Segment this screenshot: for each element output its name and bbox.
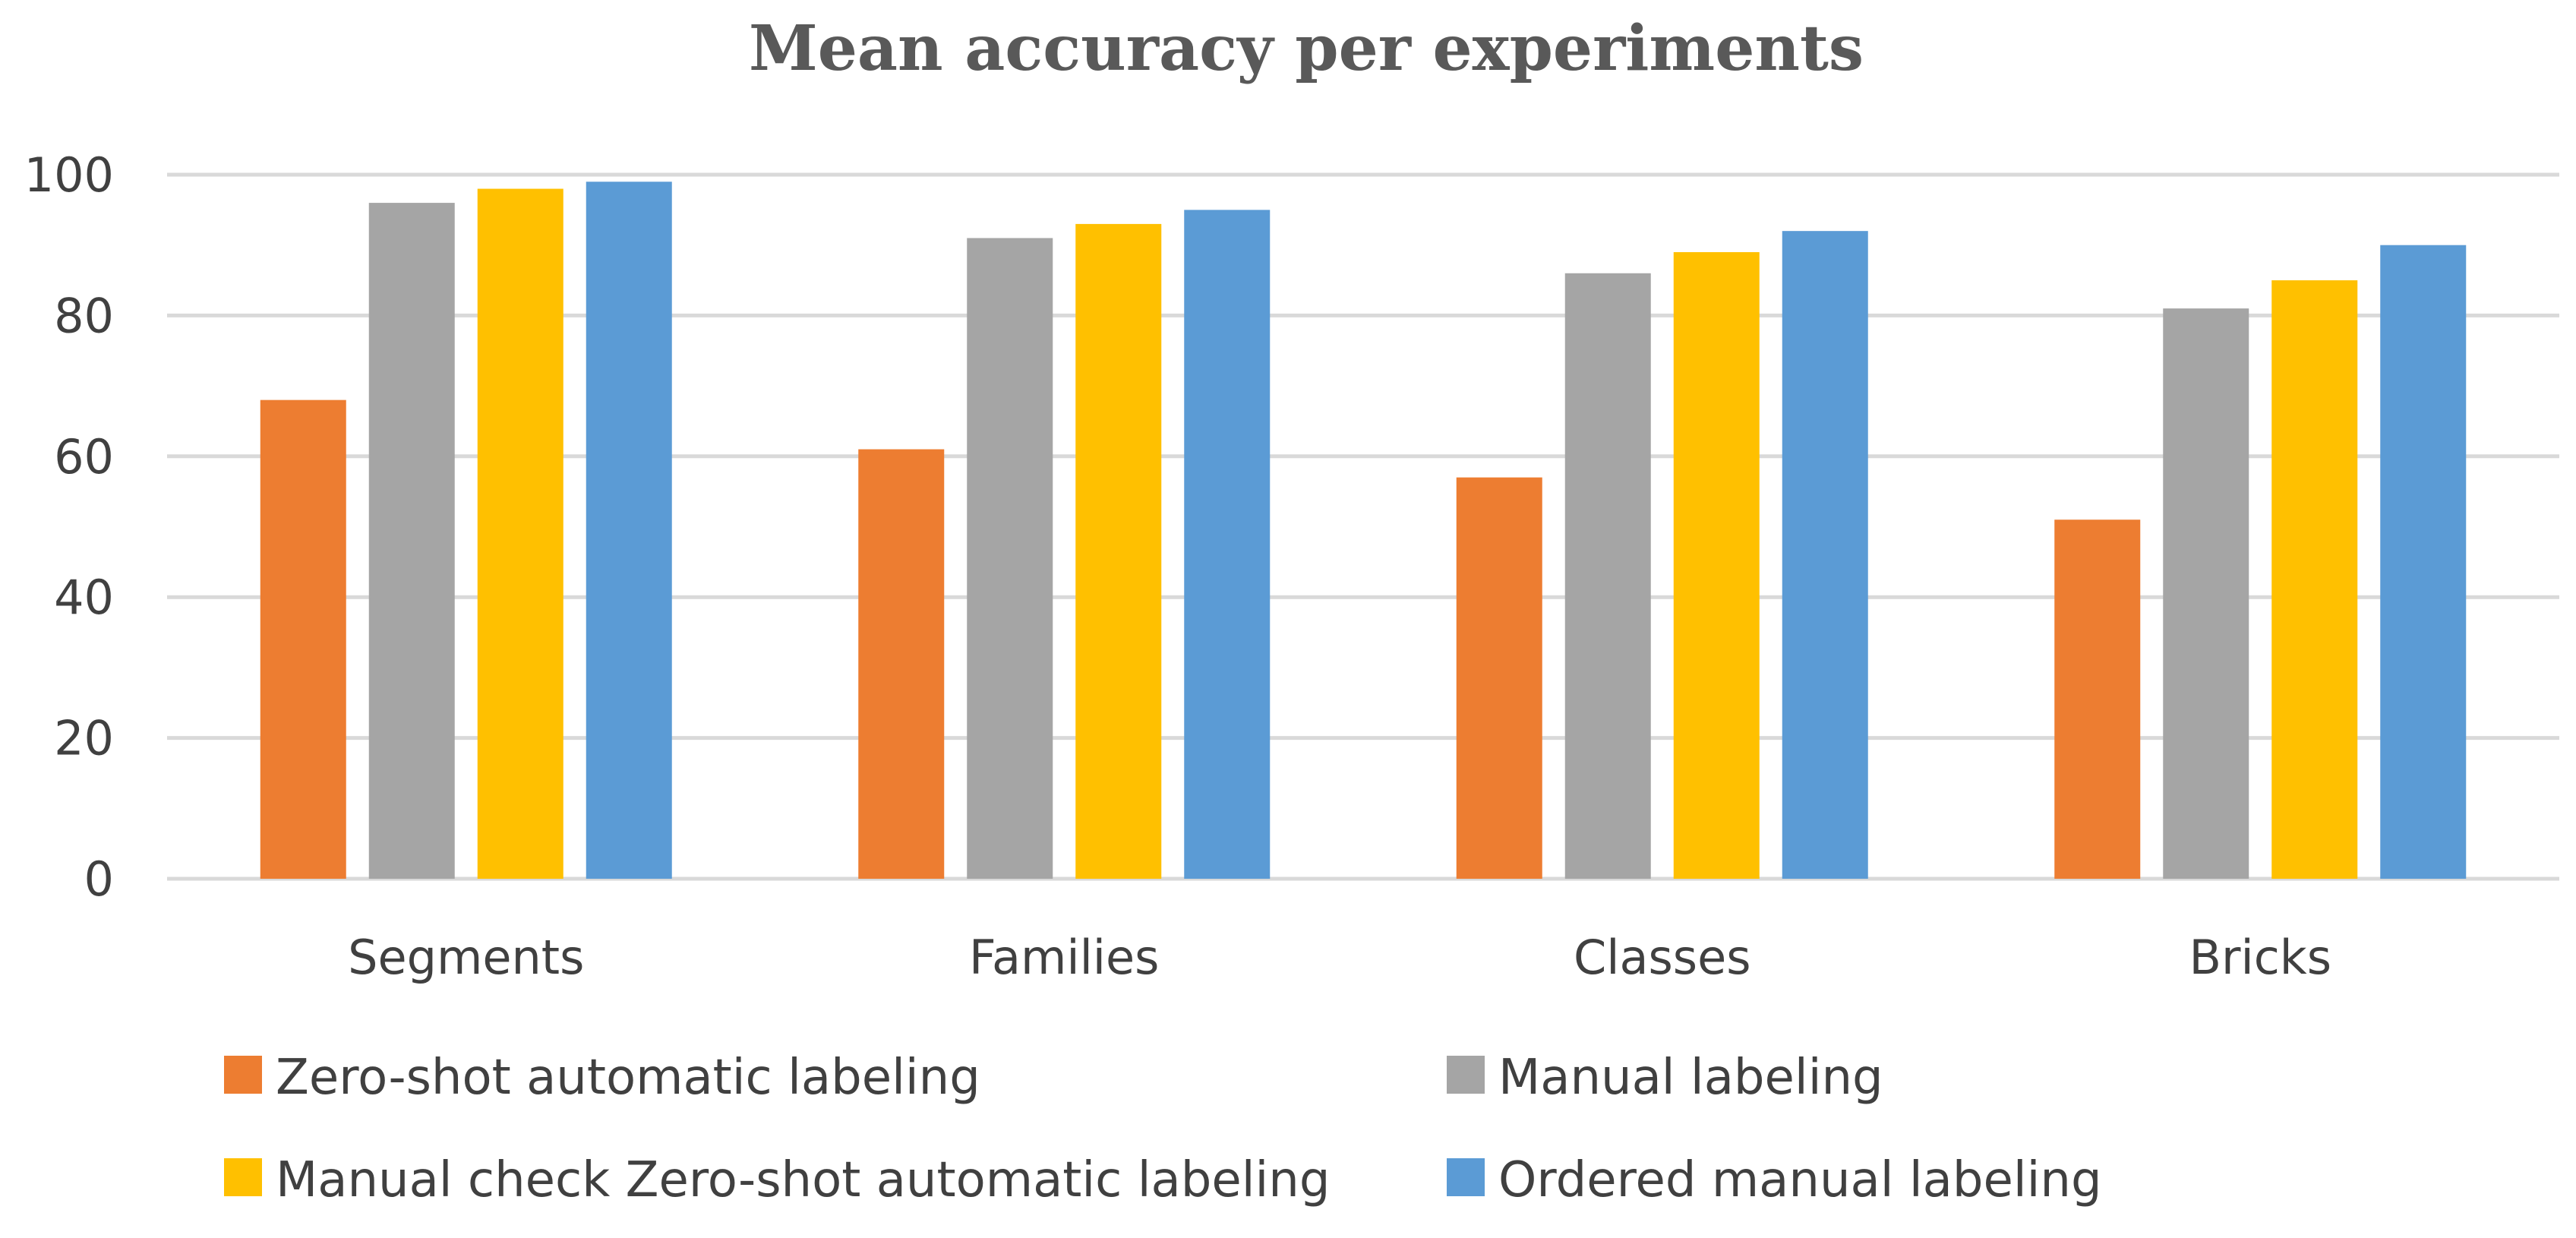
bar-bricks-series-4 [2380,245,2467,879]
bar-segments-series-3 [477,188,564,880]
y-tick-label: 20 [54,711,114,766]
legend-label: Ordered manual labeling [1498,1152,2102,1208]
legend: Zero-shot automatic labeling Manual label… [224,1050,2102,1208]
legend-swatch [224,1158,262,1196]
legend-swatch [224,1056,262,1094]
y-axis-ticks: 0 20 40 60 80 100 [24,147,114,907]
legend-label: Zero-shot automatic labeling [276,1050,980,1106]
bar-segments-series-4 [586,182,672,879]
legend-label: Manual labeling [1498,1050,1883,1106]
bar-segments-series-1 [260,400,346,879]
bar-families-series-1 [858,449,945,879]
bar-families-series-4 [1184,210,1271,880]
y-tick-label: 80 [54,288,114,343]
bar-classes-series-4 [1782,231,1868,879]
bar-classes-series-1 [1456,477,1542,879]
x-tick-label: Families [969,930,1159,985]
bars [260,182,2467,880]
x-axis-ticks: Segments Families Classes Bricks [348,930,2331,985]
y-tick-label: 40 [54,570,114,625]
bar-classes-series-3 [1673,251,1760,880]
x-tick-label: Segments [348,930,584,985]
legend-label: Manual check Zero-shot automatic labelin… [276,1152,1330,1208]
bar-families-series-2 [967,238,1053,879]
legend-swatch [1447,1056,1485,1094]
bar-classes-series-2 [1564,273,1651,879]
bar-bricks-series-3 [2271,280,2358,879]
legend-swatch [1447,1158,1485,1196]
bar-bricks-series-2 [2163,308,2249,879]
y-tick-label: 60 [54,429,114,485]
bar-bricks-series-1 [2054,520,2141,879]
gridlines [167,172,2559,881]
bar-families-series-3 [1075,223,1162,879]
chart-title: Mean accuracy per experiments [749,12,1864,85]
x-tick-label: Bricks [2189,930,2331,985]
bar-segments-series-2 [368,203,455,880]
y-tick-label: 0 [84,851,114,907]
x-tick-label: Classes [1574,930,1751,985]
y-tick-label: 100 [24,147,114,203]
